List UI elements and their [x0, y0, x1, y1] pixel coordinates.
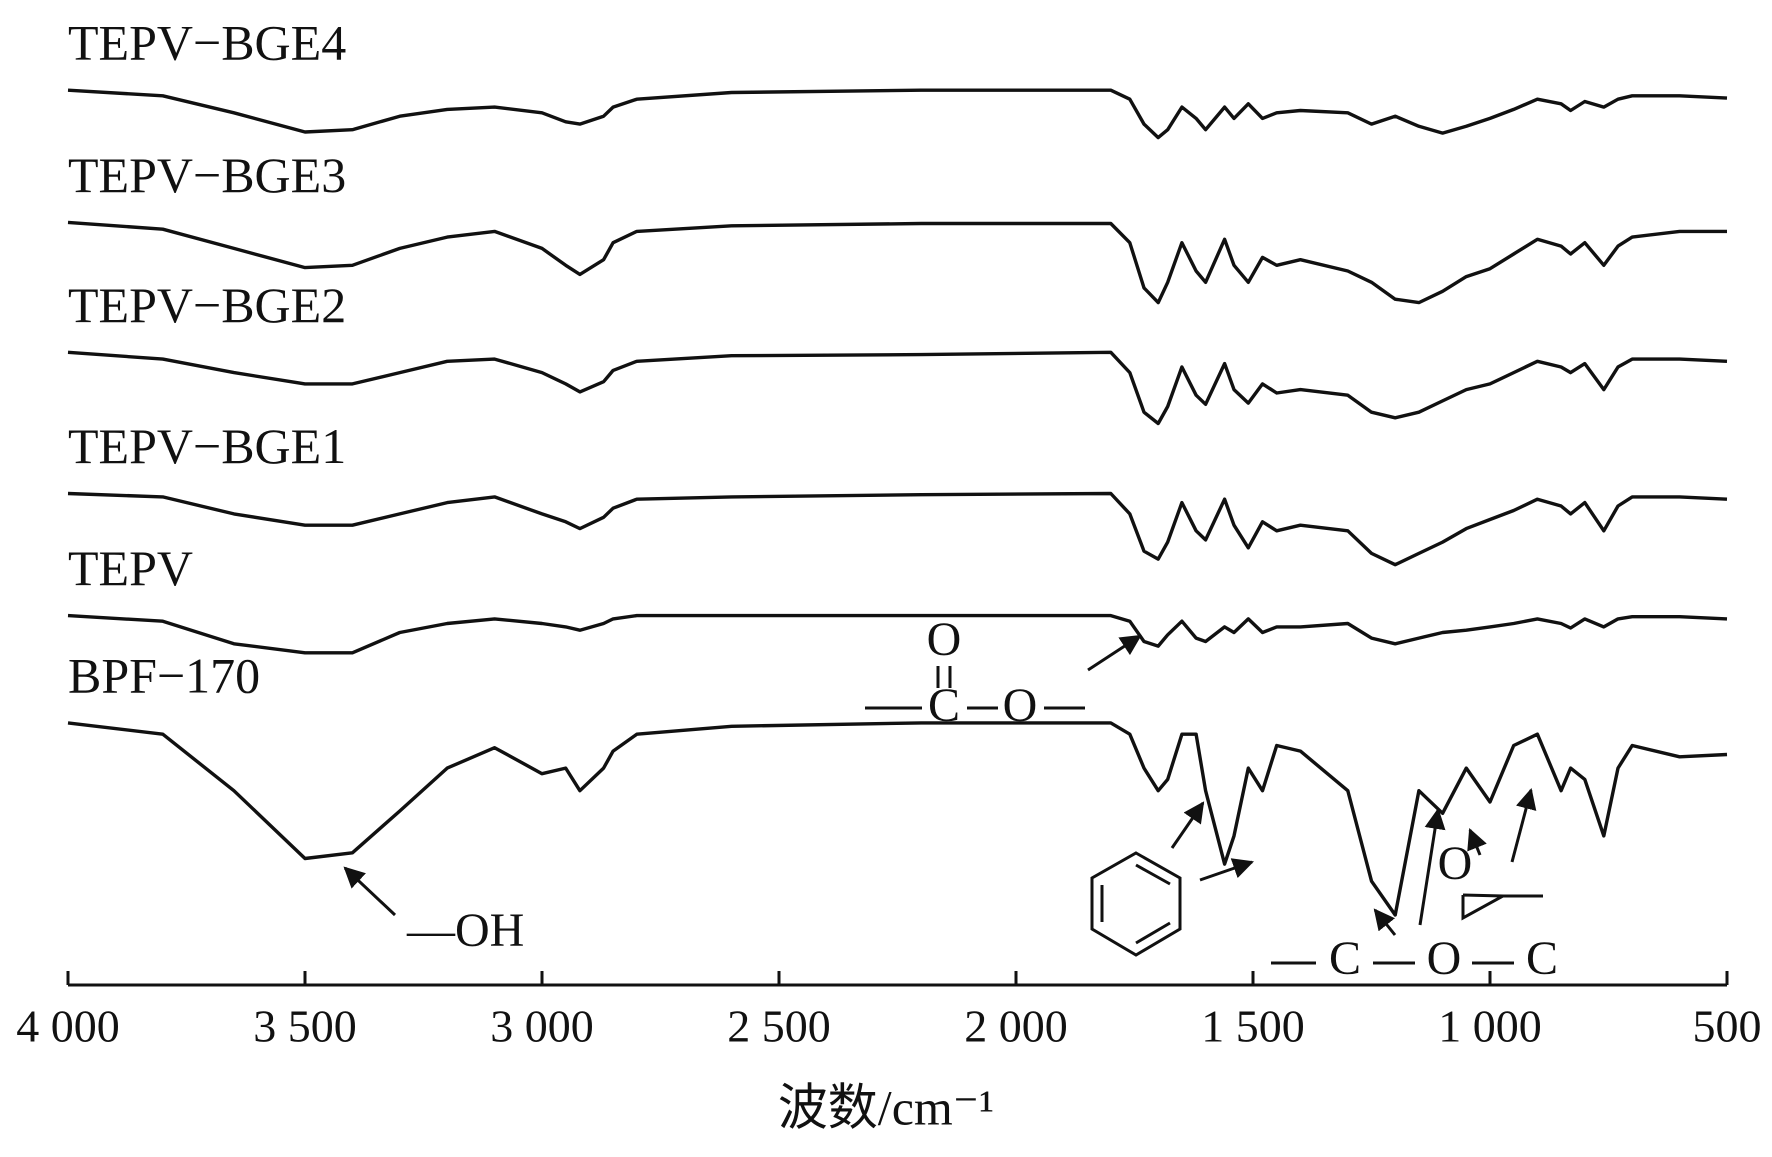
series-label: TEPV−BGE2	[68, 277, 346, 333]
x-tick-label: 2 000	[964, 1001, 1068, 1052]
annotation: O	[1438, 837, 1473, 890]
arrow	[1467, 828, 1487, 856]
series-label: TEPV−BGE1	[68, 418, 346, 474]
x-tick-label: 4 000	[16, 1001, 120, 1052]
annotation: O	[927, 613, 962, 666]
series-label: BPF−170	[68, 647, 260, 703]
x-tick-label: 500	[1693, 1001, 1762, 1052]
spectrum-line	[67, 350, 1728, 426]
x-tick-label: 1 000	[1438, 1001, 1542, 1052]
series-label: TEPV	[68, 540, 193, 596]
arrow	[1373, 908, 1397, 936]
x-tick-label: 1 500	[1201, 1001, 1305, 1052]
spectrum-line	[67, 88, 1728, 140]
arrow	[343, 866, 397, 917]
arrow	[1087, 634, 1142, 672]
x-tick-label: 3 000	[490, 1001, 594, 1052]
spectrum-line	[67, 721, 1728, 917]
epoxide-ring	[1461, 893, 1543, 921]
annotation: C	[1526, 932, 1558, 985]
spectrum-line	[67, 491, 1728, 567]
annotation: C	[1329, 932, 1361, 985]
x-tick-label: 2 500	[727, 1001, 831, 1052]
arrow	[1199, 858, 1254, 882]
annotation: O	[1427, 932, 1462, 985]
x-axis-label: 波数/cm⁻¹	[778, 1079, 994, 1135]
series-label: TEPV−BGE4	[68, 15, 346, 71]
series-label: TEPV−BGE3	[68, 147, 346, 203]
bonds	[865, 666, 1085, 710]
x-tick-label: 3 500	[253, 1001, 357, 1052]
arrow	[1170, 801, 1205, 849]
benzene	[1090, 851, 1182, 957]
annotation-layer: —OH O C O C O C	[343, 613, 1558, 985]
annotation: —OH	[406, 904, 524, 957]
arrow	[1418, 807, 1446, 926]
spectrum-line	[67, 220, 1727, 305]
arrow	[1510, 787, 1537, 863]
spectrum-line	[67, 613, 1728, 655]
